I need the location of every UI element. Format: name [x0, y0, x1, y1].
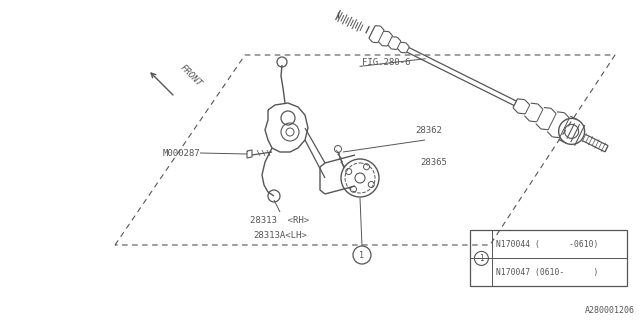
Text: M000287: M000287: [163, 148, 200, 157]
Text: 1: 1: [479, 254, 484, 263]
Ellipse shape: [341, 159, 379, 197]
Text: 28362: 28362: [415, 125, 442, 134]
Text: FRONT: FRONT: [178, 63, 204, 88]
Text: 28365: 28365: [420, 157, 447, 166]
Text: N170047 (0610-      ): N170047 (0610- ): [497, 268, 599, 277]
Text: N170044 (      -0610): N170044 ( -0610): [497, 240, 599, 249]
Text: FIG.280-6: FIG.280-6: [362, 58, 410, 67]
Text: 28313  <RH>: 28313 <RH>: [250, 215, 310, 225]
Text: 1: 1: [360, 251, 365, 260]
Text: 28313A<LH>: 28313A<LH>: [253, 230, 307, 239]
FancyBboxPatch shape: [470, 230, 627, 286]
Text: A280001206: A280001206: [585, 306, 635, 315]
